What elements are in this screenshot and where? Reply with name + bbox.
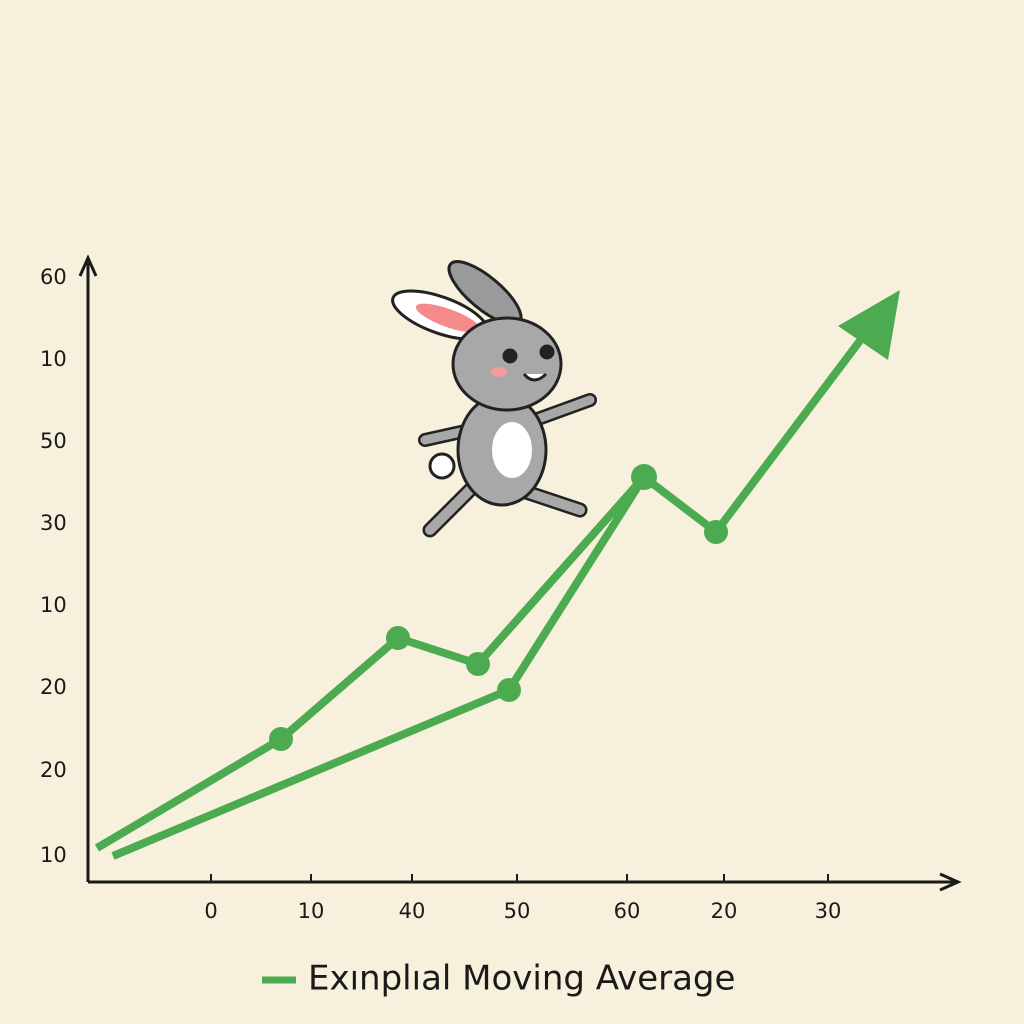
tail [428,452,456,480]
arrow-head [838,290,900,360]
point [631,464,657,490]
y-tick-label: 10 [40,593,67,617]
point [497,678,521,702]
x-tick-label: 10 [298,899,325,923]
belly [492,422,532,478]
head [451,316,563,412]
eye [539,344,555,360]
x-tick-label: 0 [204,899,217,923]
y-tick-label: 30 [40,511,67,535]
ear-inner [415,303,481,333]
y-tick-label: 10 [40,843,67,867]
point [704,520,728,544]
mouth [522,372,548,382]
legend-label: Exınplıal Moving Average [308,959,735,999]
cheek [491,367,507,377]
y-tick-label: 10 [40,347,67,371]
tick-group: 60 10 50 30 10 20 20 10 0 10 40 50 60 20 30 [40,265,841,923]
bunny [391,260,597,538]
eye [502,348,518,364]
x-tick-label: 30 [815,899,842,923]
x-tick-label: 60 [614,899,641,923]
y-tick-label: 50 [40,429,67,453]
y-tick-label: 20 [40,675,67,699]
x-tick-label: 20 [711,899,738,923]
points [269,464,728,751]
y-tick-label: 20 [40,758,67,782]
point [269,727,293,751]
y-tick-label: 60 [40,265,67,289]
point [386,626,410,650]
x-arrow [939,872,962,892]
x-tick-label: 50 [504,899,531,923]
y-arrow [78,254,98,277]
x-tick-label: 40 [399,899,426,923]
axes [78,254,962,892]
point [466,652,490,676]
